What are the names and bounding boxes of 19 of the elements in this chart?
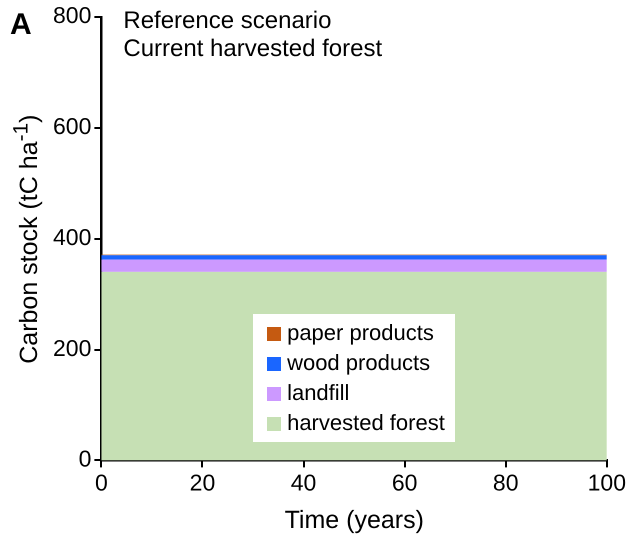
x-tick-label: 60 bbox=[392, 470, 418, 496]
y-tick-label: 200 bbox=[53, 334, 92, 361]
text: A bbox=[10, 8, 32, 42]
x-axis-title: Time (years) bbox=[284, 506, 424, 535]
y-tick-label: 0 bbox=[78, 446, 92, 472]
legend-label: landfill bbox=[286, 379, 350, 408]
y-tick-label: 800 bbox=[53, 2, 92, 28]
x-tick-label: 100 bbox=[588, 470, 626, 496]
y-tick-label: 600 bbox=[53, 113, 92, 140]
text: Current harvested forest bbox=[123, 34, 382, 63]
legend-label: harvested forest bbox=[286, 409, 445, 438]
legend-label: paper products bbox=[286, 319, 435, 348]
x-tick-label: 40 bbox=[290, 470, 316, 496]
x-tick-label: 80 bbox=[492, 470, 519, 496]
legend-label: wood products bbox=[286, 349, 432, 378]
x-tick-label: 0 bbox=[94, 470, 108, 496]
y-tick-label: 400 bbox=[53, 224, 92, 250]
x-tick-label: 20 bbox=[190, 470, 216, 496]
chart-title: Reference scenario bbox=[123, 6, 332, 35]
